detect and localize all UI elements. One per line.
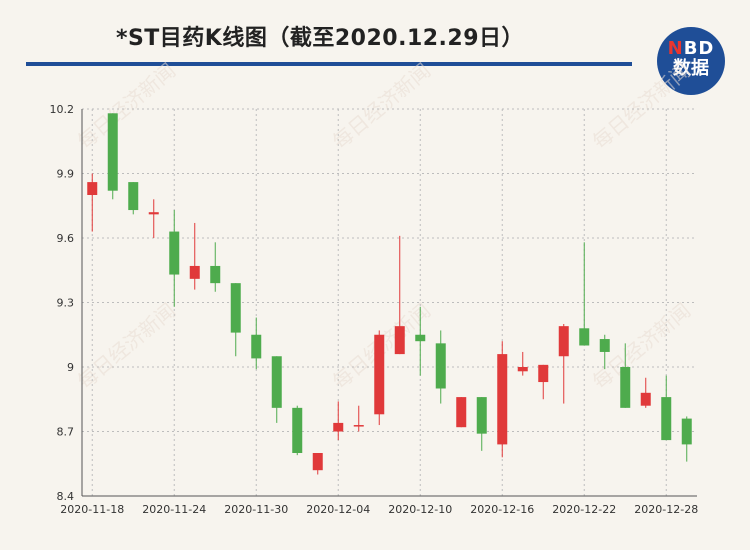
candle-body xyxy=(599,339,610,352)
candle xyxy=(292,405,303,456)
y-tick-label: 10.2 xyxy=(50,103,75,116)
candle xyxy=(271,356,282,423)
x-tick-label: 2020-12-04 xyxy=(306,503,370,516)
candle xyxy=(620,343,631,408)
candle-body xyxy=(558,326,569,357)
candle xyxy=(128,182,139,215)
candle-body xyxy=(230,283,241,333)
candle-body xyxy=(128,182,139,211)
candle-body xyxy=(517,367,528,372)
candle xyxy=(312,453,323,475)
candle xyxy=(599,334,610,370)
candle xyxy=(456,397,467,428)
candle-body xyxy=(210,265,221,284)
chart-title: *ST目药K线图（截至2020.12.29日） xyxy=(115,26,525,51)
candle-body xyxy=(271,356,282,408)
candle-layer xyxy=(87,113,692,475)
logo-subtitle: 数据 xyxy=(673,58,709,79)
candle xyxy=(333,401,344,441)
candle xyxy=(230,283,241,357)
candle-body xyxy=(251,334,262,359)
candle-body xyxy=(353,425,364,427)
watermark-text: 每日经济新闻 xyxy=(328,58,435,154)
x-tick-label: 2020-11-18 xyxy=(60,503,124,516)
x-tick-label: 2020-12-28 xyxy=(634,503,698,516)
candle xyxy=(189,222,200,290)
candle xyxy=(87,173,98,232)
candle-body xyxy=(333,422,344,432)
y-tick-label: 9.9 xyxy=(57,168,75,181)
candle-body xyxy=(476,397,487,434)
watermark-text: 每日经济新闻 xyxy=(588,58,695,154)
candle-body xyxy=(620,367,631,408)
y-tick-label: 9.3 xyxy=(57,297,75,310)
x-tick-label: 2020-12-22 xyxy=(552,503,616,516)
candle-body xyxy=(374,334,385,415)
candle xyxy=(435,330,446,404)
grid-layer xyxy=(81,108,697,497)
title-underline xyxy=(26,62,632,66)
label-layer: 8.4 8.7 9 9.3 9.6 9.9 10.2 2020-11-18 2020-11-24… xyxy=(50,103,699,516)
candle-body xyxy=(435,343,446,389)
candle xyxy=(394,235,405,355)
candle-body xyxy=(148,212,159,215)
candle xyxy=(374,330,385,426)
candle-body xyxy=(456,397,467,428)
x-tick-label: 2020-11-30 xyxy=(224,503,288,516)
candle xyxy=(579,242,590,346)
candle xyxy=(538,364,549,400)
candle-body xyxy=(312,453,323,471)
candle xyxy=(148,199,159,238)
candle xyxy=(681,416,692,462)
candle-body xyxy=(661,397,672,441)
y-tick-label: 8.7 xyxy=(57,426,75,439)
candle xyxy=(251,317,262,370)
x-tick-label: 2020-11-24 xyxy=(142,503,206,516)
watermark-text: 每日经济新闻 xyxy=(73,58,180,154)
candle-body xyxy=(497,354,508,445)
candle-body xyxy=(87,182,98,195)
watermark-text: 每日经济新闻 xyxy=(73,298,180,394)
nbd-logo: NBD 数据 xyxy=(657,27,725,95)
candle xyxy=(661,375,672,441)
candle-body xyxy=(292,407,303,453)
candle xyxy=(558,324,569,404)
candle-body xyxy=(189,265,200,279)
candle xyxy=(107,113,118,200)
candle-body xyxy=(538,364,549,383)
y-tick-label: 9.6 xyxy=(57,232,75,245)
candle-body xyxy=(107,113,118,191)
candle xyxy=(415,306,426,376)
candle xyxy=(476,397,487,451)
x-tick-label: 2020-12-16 xyxy=(470,503,534,516)
candle-body xyxy=(579,328,590,346)
candle-body xyxy=(681,418,692,445)
candle xyxy=(353,405,364,432)
candle xyxy=(497,341,508,458)
candle-body xyxy=(394,326,405,355)
y-tick-label: 8.4 xyxy=(57,490,75,503)
candle-body xyxy=(169,231,180,275)
logo-brand: NBD xyxy=(667,38,715,59)
x-tick-label: 2020-12-10 xyxy=(388,503,452,516)
candle xyxy=(169,210,180,307)
candle xyxy=(640,377,651,408)
candle-body xyxy=(640,392,651,406)
y-tick-label: 9 xyxy=(67,361,74,374)
candle xyxy=(517,351,528,376)
candle xyxy=(210,242,221,292)
candle-body xyxy=(415,334,426,342)
